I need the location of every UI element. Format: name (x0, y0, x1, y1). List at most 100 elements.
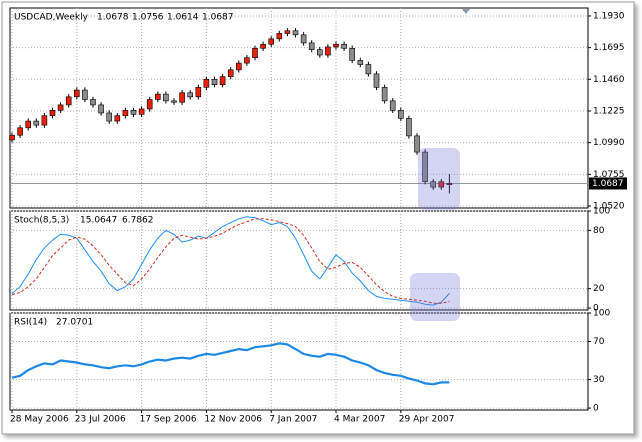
candle-body (414, 135, 420, 153)
y-tick-label: 20 (593, 284, 605, 294)
candle-body (446, 183, 453, 185)
series-line (11, 342, 450, 386)
x-tick-label: 17 Sep 2006 (140, 415, 197, 425)
candle-body (316, 49, 323, 56)
candle-body (82, 89, 88, 100)
y-tick-label: 1.1460 (593, 75, 625, 85)
candle-body (292, 30, 299, 36)
candle-body (106, 112, 112, 122)
x-tick-label: 29 Apr 2007 (399, 415, 455, 425)
price-label: 1.0687 (592, 179, 624, 189)
candle-body (300, 34, 307, 44)
price-label-box (589, 177, 627, 190)
y-tick-label: 30 (593, 375, 605, 385)
y-tick-label: 1.1930 (593, 11, 625, 21)
series-line (11, 216, 450, 306)
highlight-box (410, 273, 460, 321)
stoch-d-value: 6.7862 (122, 216, 154, 226)
candle-body (308, 42, 315, 50)
stoch-panel (9, 210, 589, 311)
candle-body (260, 43, 266, 49)
candle-body (438, 181, 445, 188)
x-tick-label: 23 Jul 2006 (75, 415, 126, 425)
candle-body (276, 33, 283, 40)
candle-body (341, 43, 347, 49)
candle-body (146, 99, 153, 110)
candle-body (357, 60, 364, 65)
x-tick-label: 28 May 2006 (10, 415, 69, 425)
header-low: 1.0614 (167, 13, 199, 23)
price-panel (9, 7, 589, 209)
candle-body (389, 100, 396, 111)
y-tick-label: 1.1695 (593, 43, 625, 53)
candle-body (195, 87, 202, 98)
y-tick-label: 70 (593, 337, 605, 347)
rsi-value: 27.0701 (56, 318, 93, 328)
plot-layer: 1.1930 1.1695 1.1460 1.1225 1.0990 1.0755 1.05… (9, 8, 627, 425)
header-high: 1.0756 (132, 13, 164, 23)
candle-body (381, 87, 388, 102)
candle-body (422, 151, 428, 183)
stoch-title: Stoch(8,5,3) (14, 216, 69, 226)
candle-body (397, 109, 404, 119)
candle-body (211, 78, 218, 85)
y-tick-label: 0 (593, 304, 599, 314)
candle-body (325, 46, 331, 56)
price-title: USDCAD,Weekly (14, 13, 89, 23)
candle-body (33, 120, 40, 126)
candle-body (74, 89, 80, 98)
candle-body (187, 92, 193, 98)
y-tick-label: 1.0755 (593, 170, 625, 180)
shift-marker (462, 9, 470, 14)
candle-body (90, 99, 96, 106)
y-tick-label: 100 (593, 207, 610, 217)
candle-body (333, 43, 339, 48)
candle-body (65, 96, 72, 106)
candle-body (244, 57, 250, 64)
candle-body (179, 92, 185, 103)
rsi-panel (9, 312, 589, 411)
candle-body (49, 109, 56, 116)
header-close: 1.0687 (202, 13, 234, 23)
y-tick-label: 80 (593, 226, 605, 236)
y-tick-label: 100 (593, 309, 610, 319)
stoch-k-value: 15.0647 (80, 216, 117, 226)
candle-body (41, 115, 48, 126)
candle-body (171, 100, 177, 103)
candle-body (138, 108, 145, 115)
header-open: 1.0678 (97, 13, 129, 23)
candle-body (57, 104, 64, 111)
candle-body (122, 109, 129, 116)
candle-body (114, 115, 121, 122)
candle-body (203, 78, 210, 88)
candle-body (130, 109, 137, 115)
candle-body (25, 120, 32, 129)
candle-body (9, 134, 15, 141)
candle-body (284, 30, 291, 34)
candle-body (268, 38, 275, 45)
candle-body (163, 93, 169, 102)
candle-body (365, 64, 372, 75)
y-tick-label: 1.0520 (593, 201, 625, 211)
candle-body (373, 73, 380, 88)
candle-body (236, 62, 242, 71)
candle-body (98, 104, 104, 114)
candle-body (17, 127, 23, 136)
x-tick-label: 12 Nov 2006 (204, 415, 262, 425)
candle-body (252, 47, 258, 59)
y-tick-label: 1.0990 (593, 138, 625, 148)
candle-body (406, 118, 412, 137)
candle-body (155, 93, 161, 100)
candle-body (430, 181, 437, 188)
y-tick-label: 1.1225 (593, 106, 625, 116)
series-line (11, 218, 450, 304)
x-tick-label: 7 Jan 2007 (269, 415, 317, 425)
candle-body (349, 47, 356, 61)
candle-body (219, 76, 226, 85)
candle-body (227, 69, 234, 77)
highlight-box (418, 148, 460, 210)
y-tick-label: 0 (593, 404, 599, 414)
x-tick-label: 4 Mar 2007 (334, 415, 385, 425)
rsi-title: RSI(14) (14, 318, 47, 328)
